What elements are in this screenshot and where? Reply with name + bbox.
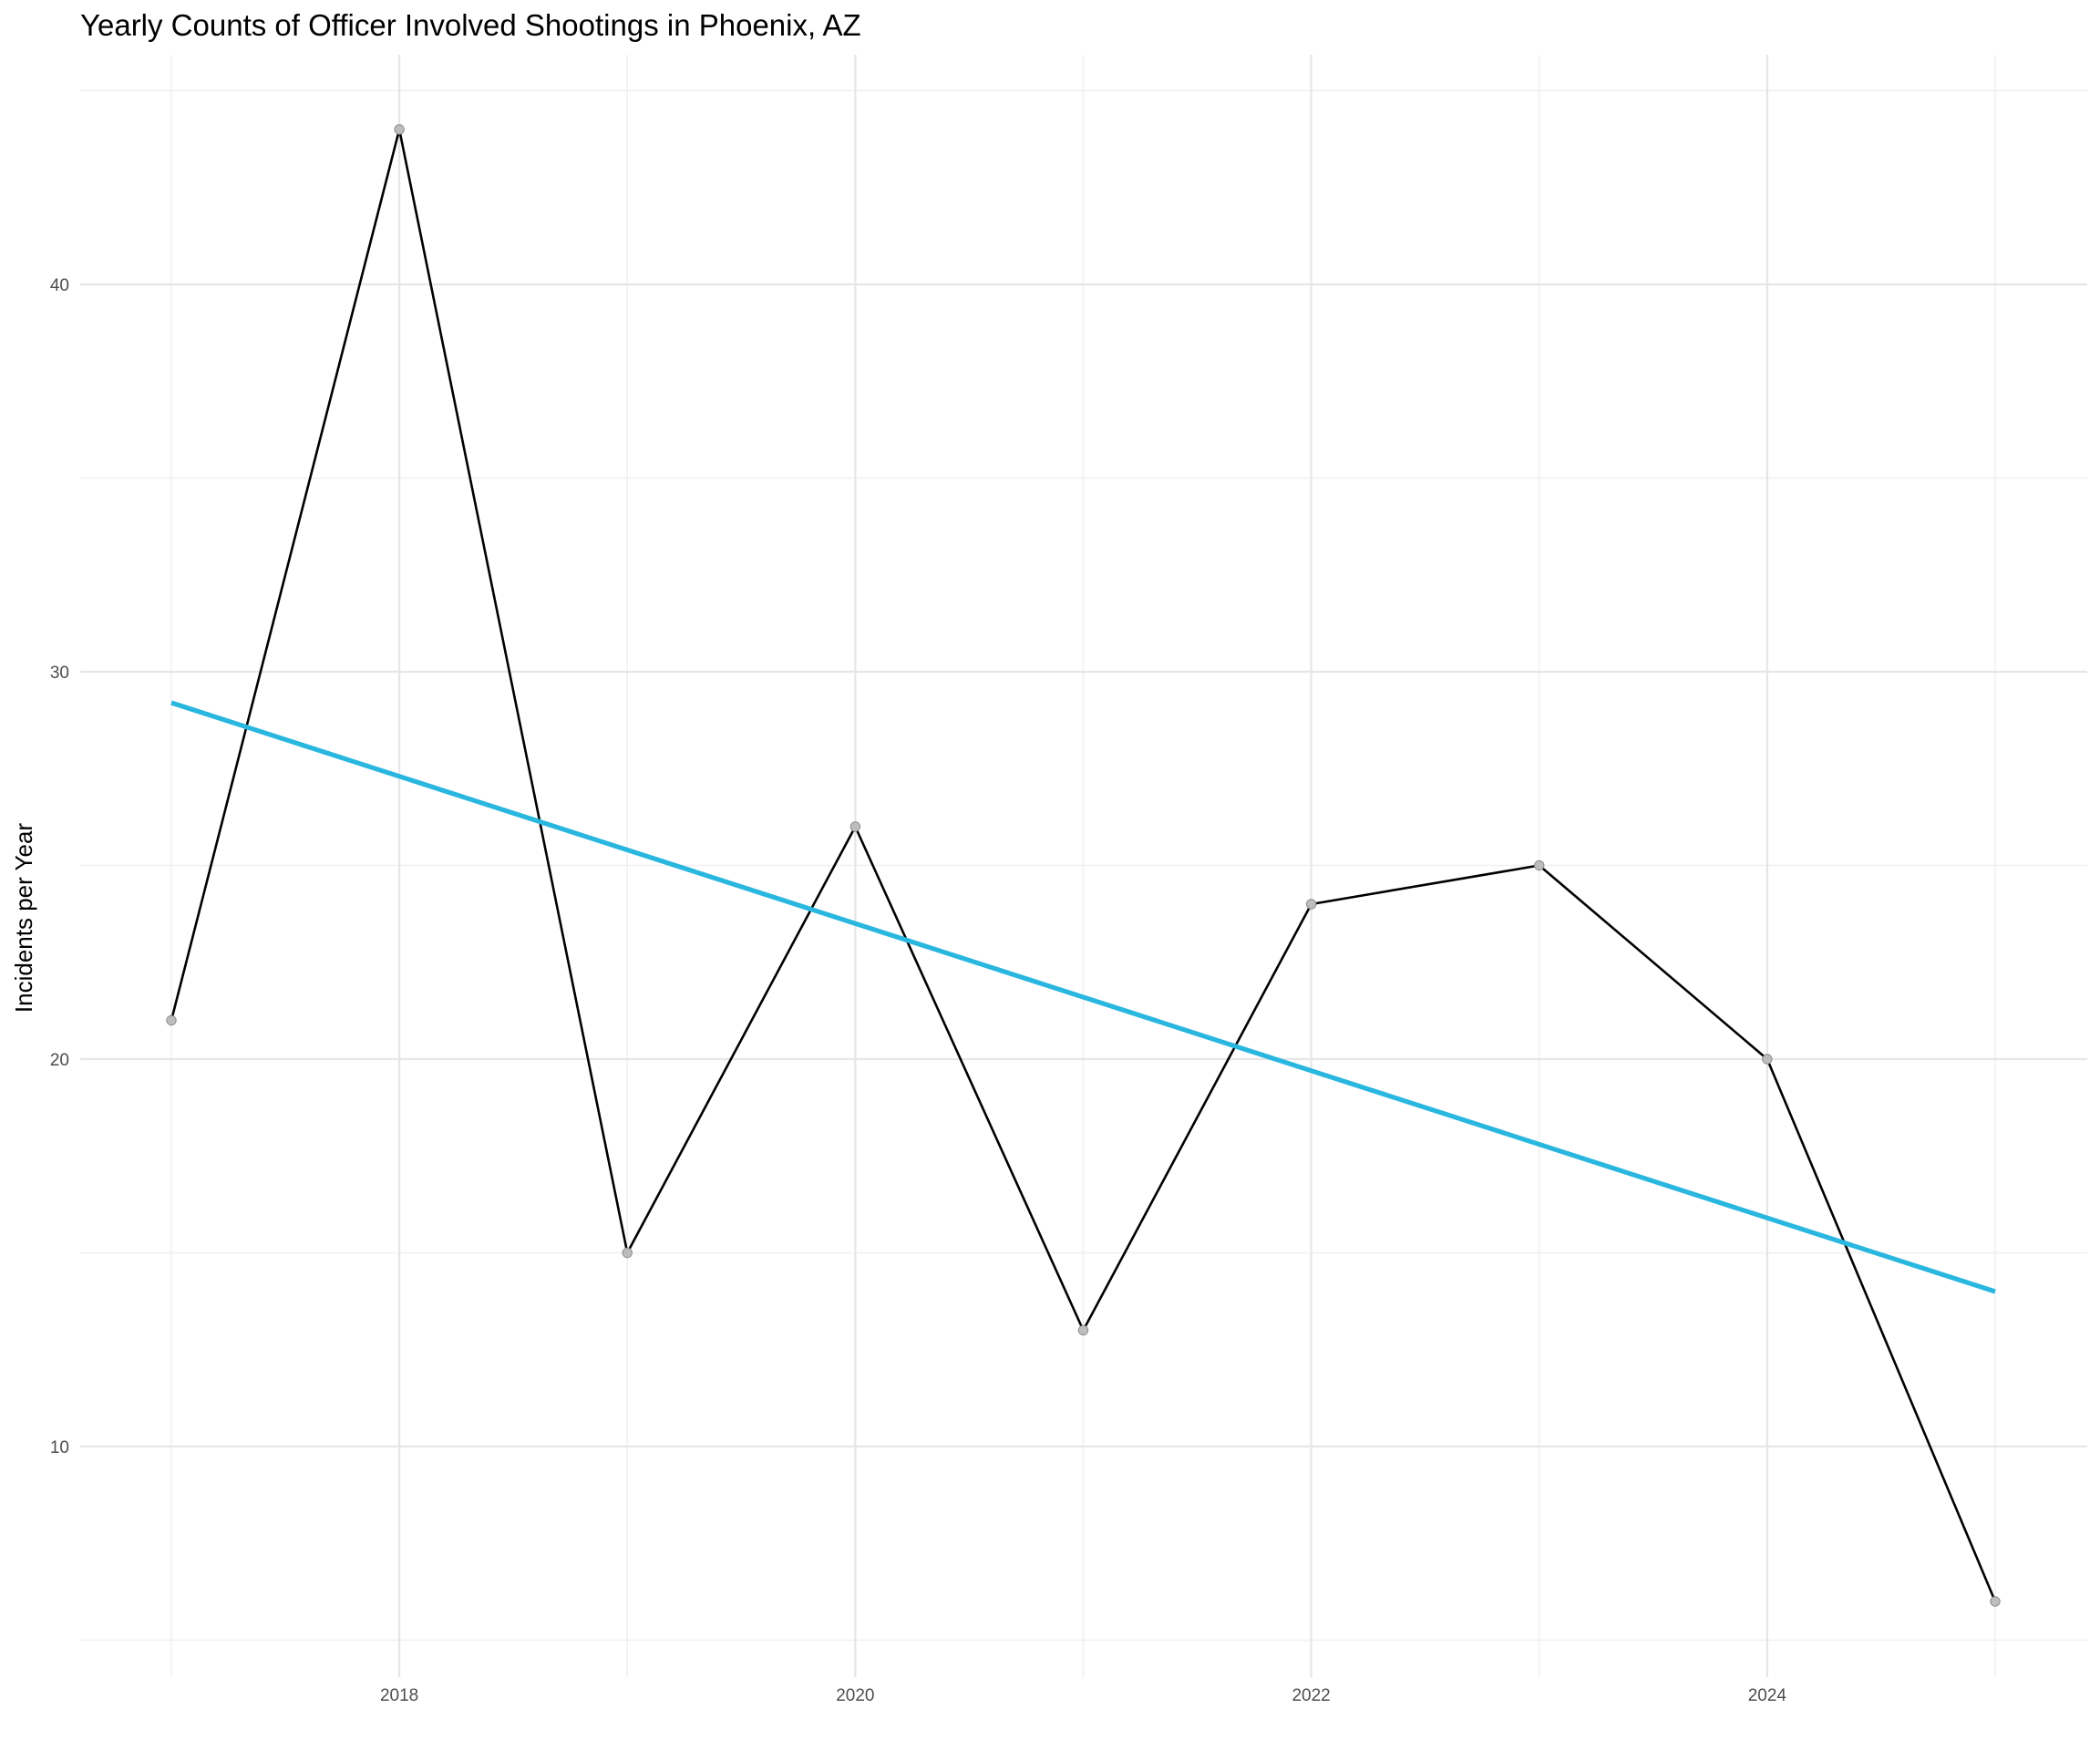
data-point	[1305, 899, 1317, 910]
y-axis-tick-labels: 10 20 30 40	[50, 276, 69, 1457]
data-point	[1990, 1596, 2001, 1607]
y-tick-label: 40	[50, 276, 69, 295]
data-point	[166, 1014, 177, 1026]
major-horizontal-gridlines	[80, 283, 2087, 1448]
x-axis-tick-labels: 2018 2020 2022 2024	[380, 1686, 1786, 1705]
x-tick-label: 2024	[1748, 1686, 1787, 1705]
x-tick-label: 2020	[836, 1686, 874, 1705]
data-point	[1077, 1324, 1089, 1336]
data-point	[394, 124, 405, 135]
minor-horizontal-gridlines	[80, 89, 2087, 1642]
y-axis-title: Incidents per Year	[10, 823, 37, 1013]
trend-line	[170, 700, 1996, 1294]
trendline-layer	[170, 700, 1996, 1294]
data-point	[622, 1247, 633, 1259]
data-point	[1762, 1054, 1773, 1065]
data-point	[849, 821, 861, 832]
major-vertical-gridlines	[398, 55, 1768, 1677]
y-tick-label: 30	[50, 664, 69, 683]
points-layer	[166, 124, 2001, 1607]
x-tick-label: 2022	[1292, 1686, 1330, 1705]
y-tick-label: 10	[50, 1438, 69, 1457]
chart-title: Yearly Counts of Officer Involved Shooti…	[80, 8, 861, 42]
data-point	[1534, 860, 1545, 871]
x-tick-label: 2018	[380, 1686, 418, 1705]
y-tick-label: 20	[50, 1051, 69, 1070]
